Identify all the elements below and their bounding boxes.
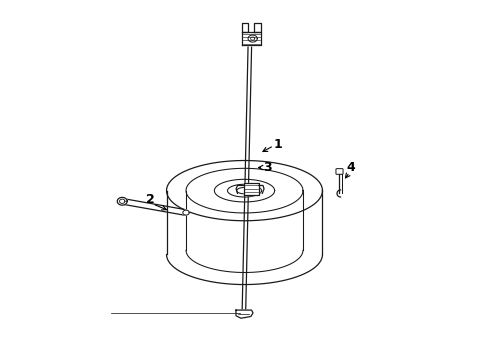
Text: 3: 3 <box>263 161 271 174</box>
FancyBboxPatch shape <box>335 168 343 174</box>
Polygon shape <box>242 23 248 32</box>
Polygon shape <box>242 32 260 45</box>
Polygon shape <box>247 35 257 42</box>
Text: 2: 2 <box>146 193 155 206</box>
Polygon shape <box>236 310 252 318</box>
Polygon shape <box>183 210 189 215</box>
Text: 4: 4 <box>346 161 354 174</box>
Polygon shape <box>254 23 260 32</box>
Polygon shape <box>117 197 127 205</box>
Polygon shape <box>244 183 258 194</box>
Text: 1: 1 <box>273 138 282 151</box>
